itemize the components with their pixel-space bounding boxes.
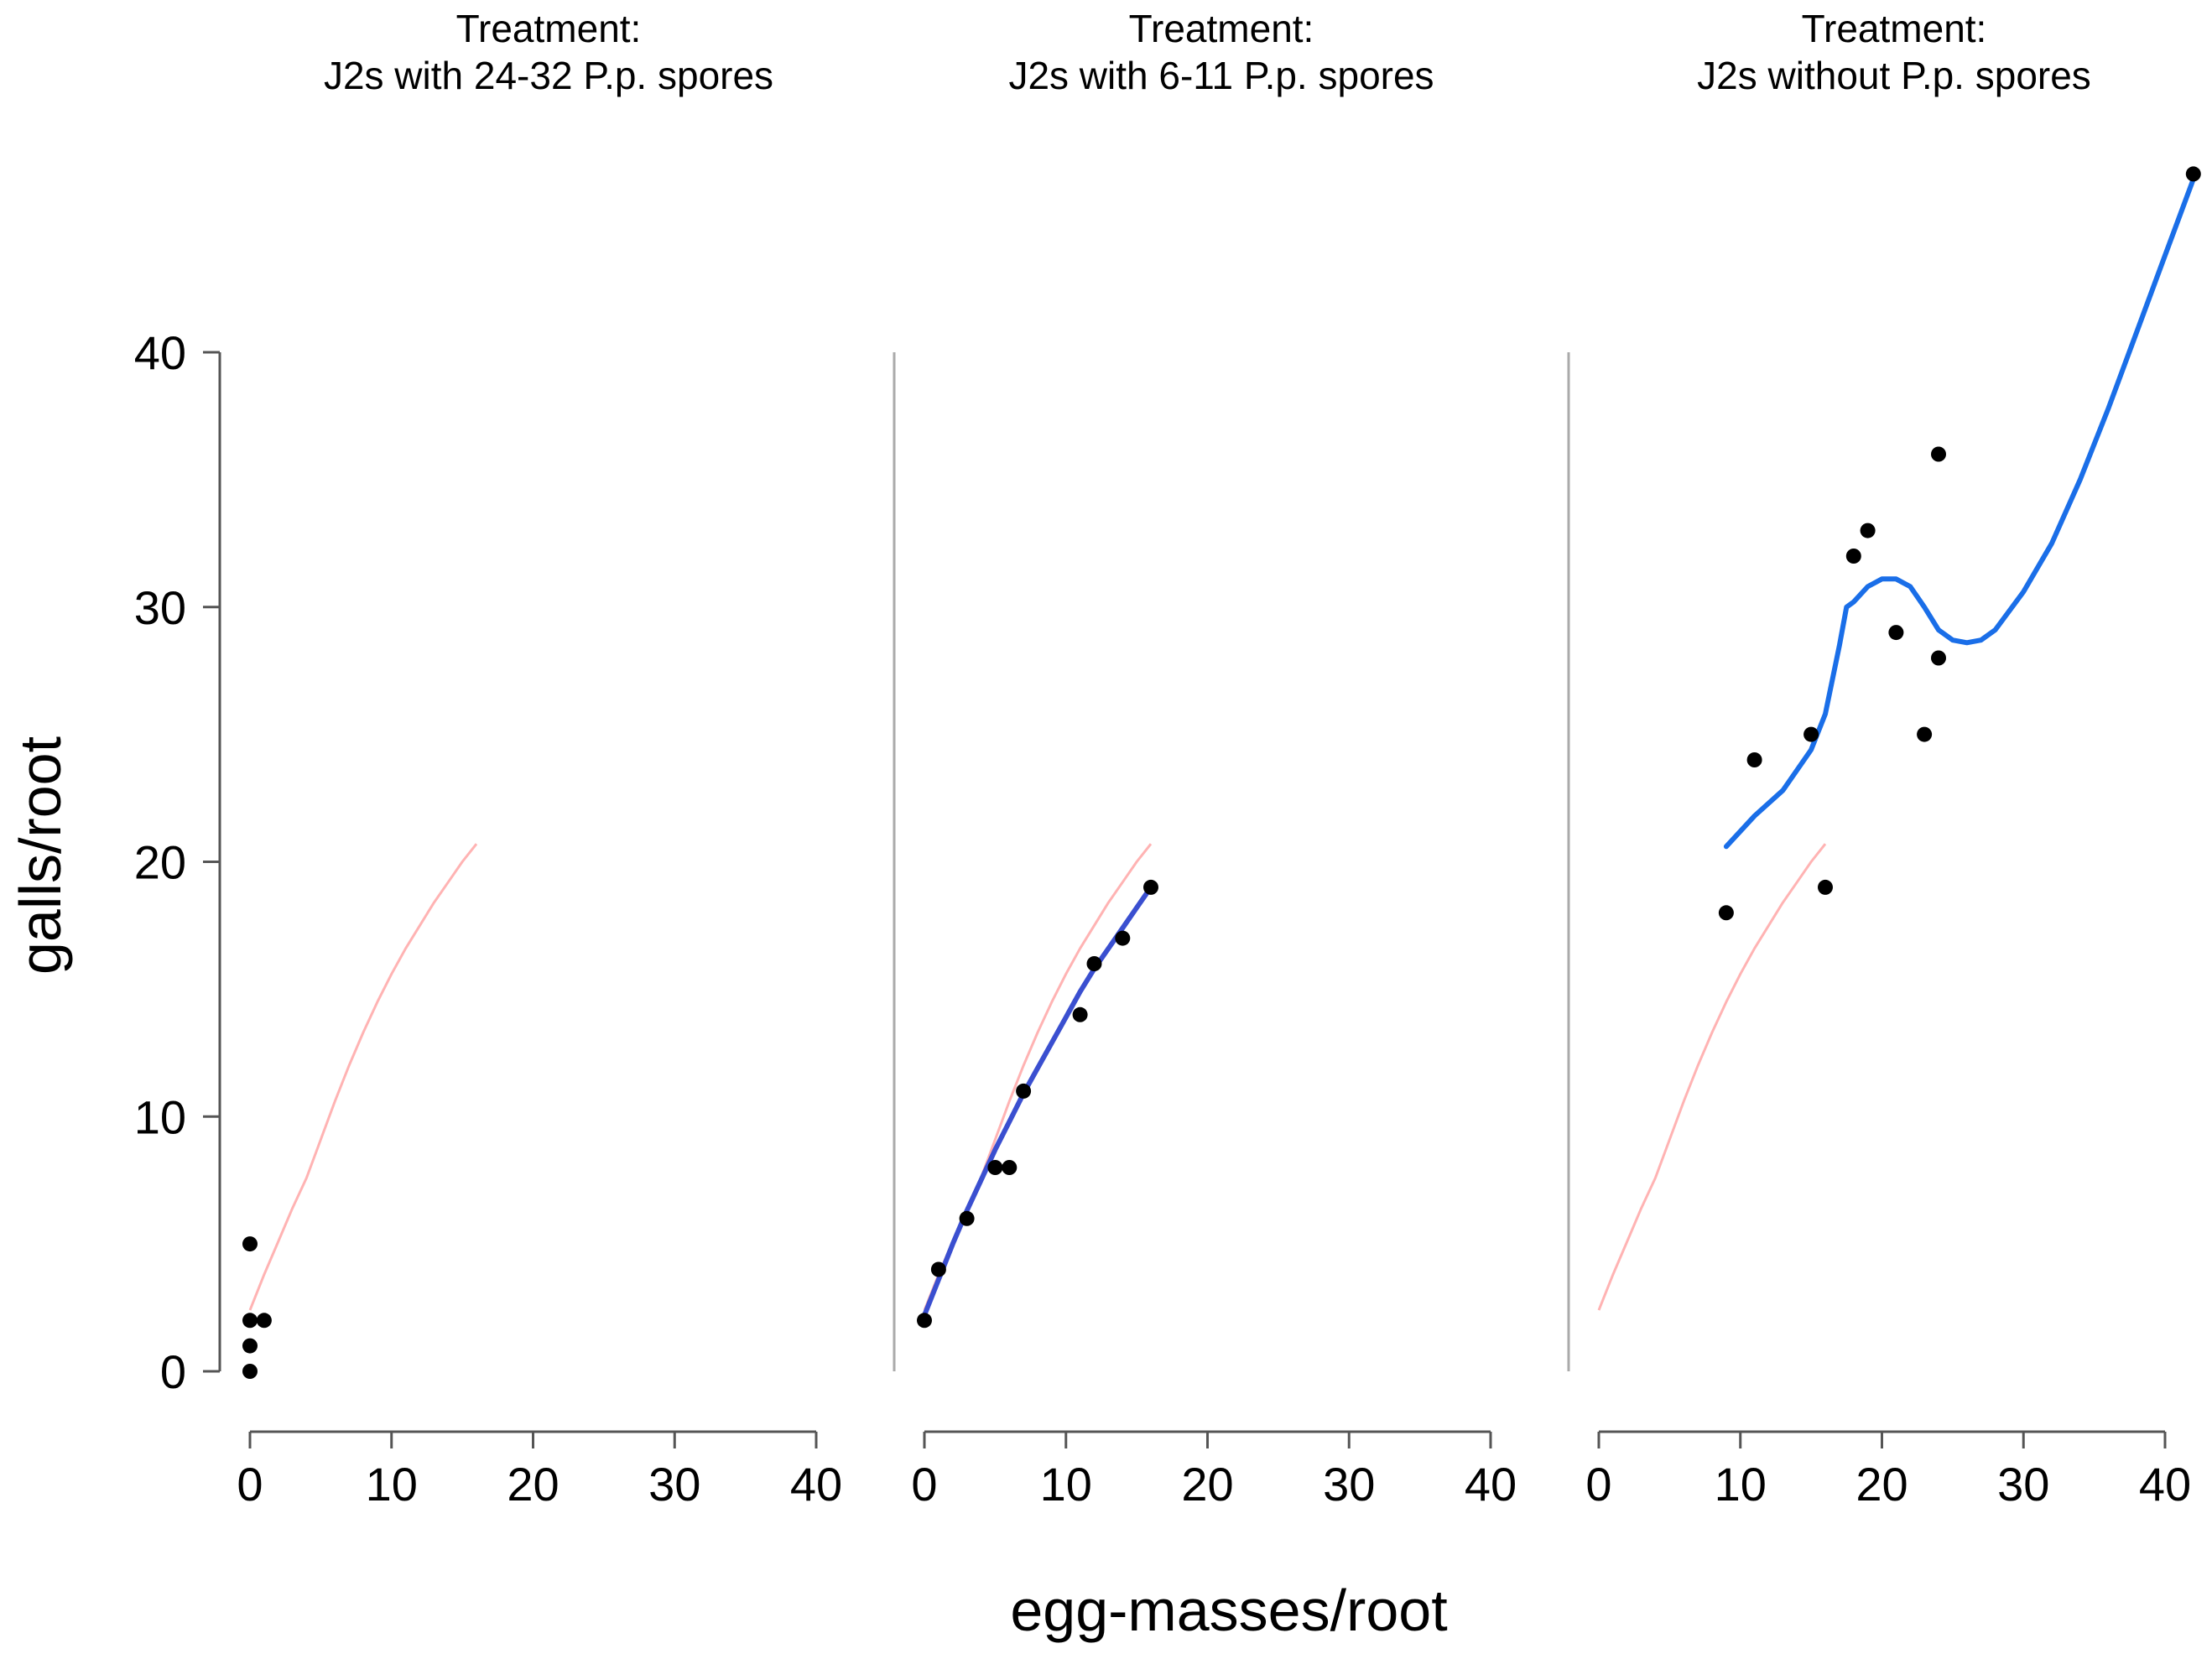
x-tick-label: 40: [2139, 1458, 2191, 1511]
data-point: [1115, 930, 1131, 946]
panels: Treatment:J2s with 24-32 P.p. spores0102…: [134, 7, 2201, 1511]
data-point: [1931, 446, 1946, 462]
x-tick-label: 30: [1323, 1458, 1375, 1511]
reference-curve: [923, 843, 1153, 1311]
panel-2-title-line1: Treatment:: [1129, 7, 1314, 50]
data-point: [1888, 625, 1904, 641]
data-point: [1718, 905, 1734, 921]
y-tick-label: 10: [134, 1090, 186, 1143]
data-point: [242, 1313, 258, 1329]
x-tick-label: 10: [1715, 1458, 1767, 1511]
x-axis-title: egg-masses/root: [1010, 1578, 1447, 1643]
data-point: [1086, 956, 1102, 971]
data-point: [242, 1364, 258, 1379]
panel-1: Treatment:J2s with 24-32 P.p. spores 0 10 2…: [134, 7, 842, 1511]
x-tick-label: 10: [366, 1458, 418, 1511]
y-tick-label: 20: [134, 836, 186, 889]
panel-3: Treatment:J2s without P.p. spores 0 10 20 30…: [1567, 7, 2201, 1511]
data-point: [2185, 166, 2201, 182]
data-point: [959, 1210, 975, 1226]
data-point: [1803, 726, 1819, 742]
x-tick-label: 10: [1040, 1458, 1092, 1511]
x-tick-label: 30: [648, 1458, 700, 1511]
panel-1-title-line1: Treatment:: [456, 7, 642, 50]
data-point: [1002, 1160, 1018, 1175]
data-point: [917, 1313, 932, 1329]
x-tick-label: 20: [507, 1458, 559, 1511]
panel-3-title-line2: J2s without P.p. spores: [1697, 54, 2091, 97]
data-point: [1931, 650, 1946, 666]
y-tick-label: 30: [134, 581, 186, 634]
fit-curve: [922, 884, 1153, 1318]
x-tick-label: 40: [1465, 1458, 1517, 1511]
data-point: [930, 1261, 946, 1277]
panel-2: Treatment:J2s with 6-11 P.p. spores 0 10 20…: [893, 7, 1517, 1511]
panel-3-title-line1: Treatment:: [1802, 7, 1987, 50]
data-point: [1845, 549, 1861, 564]
data-point: [1917, 726, 1933, 742]
data-point: [256, 1313, 272, 1329]
data-point: [987, 1160, 1003, 1175]
reference-curve: [1597, 843, 1827, 1311]
panel-1-title-line2: J2s with 24-32 P.p. spores: [324, 54, 773, 97]
x-tick-label: 0: [237, 1458, 263, 1511]
data-point: [242, 1236, 258, 1252]
x-tick-label: 20: [1855, 1458, 1908, 1511]
x-tick-label: 30: [1997, 1458, 2049, 1511]
x-tick-label: 40: [790, 1458, 842, 1511]
data-point: [1818, 879, 1833, 895]
data-point: [1746, 752, 1762, 767]
data-point: [1072, 1006, 1088, 1022]
y-tick-label: 40: [134, 326, 186, 379]
x-tick-label: 0: [1585, 1458, 1611, 1511]
fit-curve: [1723, 176, 2196, 850]
reference-curve: [248, 843, 478, 1311]
data-point: [242, 1338, 258, 1354]
data-point: [1016, 1083, 1032, 1099]
y-tick-label: 0: [160, 1345, 186, 1398]
y-axis-title: galls/root: [8, 736, 73, 975]
x-tick-label: 20: [1181, 1458, 1233, 1511]
data-point: [1860, 523, 1876, 538]
data-point: [1143, 879, 1158, 895]
panel-2-title-line2: J2s with 6-11 P.p. spores: [1008, 54, 1434, 97]
x-tick-label: 0: [911, 1458, 937, 1511]
